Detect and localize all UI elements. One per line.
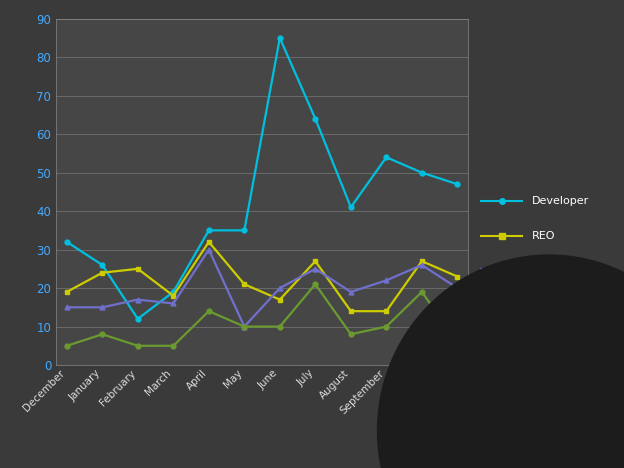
REO bbox=[311, 258, 319, 264]
Short Sale bbox=[134, 343, 142, 349]
Resale bbox=[134, 297, 142, 302]
Text: Developer: Developer bbox=[532, 197, 589, 206]
Resale bbox=[418, 262, 426, 268]
Short Sale bbox=[311, 281, 319, 287]
Developer bbox=[170, 289, 177, 295]
Developer bbox=[347, 205, 354, 210]
Developer bbox=[63, 239, 71, 245]
REO bbox=[241, 281, 248, 287]
Short Sale bbox=[347, 331, 354, 337]
Text: Short Sale: Short Sale bbox=[532, 298, 590, 308]
Developer bbox=[134, 316, 142, 322]
Short Sale bbox=[454, 339, 461, 345]
REO bbox=[63, 289, 71, 295]
Resale bbox=[241, 324, 248, 329]
REO bbox=[134, 266, 142, 271]
Developer bbox=[241, 227, 248, 233]
Developer bbox=[454, 182, 461, 187]
Line: Developer: Developer bbox=[64, 36, 460, 322]
Line: Resale: Resale bbox=[64, 247, 460, 329]
Developer bbox=[383, 154, 390, 160]
Resale bbox=[63, 305, 71, 310]
Developer bbox=[276, 35, 283, 41]
Short Sale bbox=[99, 331, 106, 337]
Line: REO: REO bbox=[64, 240, 460, 314]
Resale bbox=[99, 305, 106, 310]
Resale bbox=[170, 300, 177, 306]
REO bbox=[205, 239, 213, 245]
Developer bbox=[311, 116, 319, 122]
Resale bbox=[276, 285, 283, 291]
Short Sale bbox=[418, 289, 426, 295]
Resale bbox=[205, 247, 213, 252]
Resale bbox=[383, 278, 390, 283]
Text: REO: REO bbox=[532, 231, 555, 241]
REO bbox=[383, 308, 390, 314]
Short Sale bbox=[383, 324, 390, 329]
REO bbox=[276, 297, 283, 302]
REO bbox=[418, 258, 426, 264]
Resale bbox=[311, 266, 319, 271]
Line: Short Sale: Short Sale bbox=[64, 282, 460, 348]
Resale bbox=[347, 289, 354, 295]
Text: Resale: Resale bbox=[532, 264, 568, 274]
REO bbox=[99, 270, 106, 276]
Developer bbox=[418, 170, 426, 176]
Developer bbox=[99, 262, 106, 268]
Short Sale bbox=[276, 324, 283, 329]
Resale bbox=[454, 285, 461, 291]
Short Sale bbox=[170, 343, 177, 349]
Short Sale bbox=[63, 343, 71, 349]
Short Sale bbox=[205, 308, 213, 314]
REO bbox=[454, 274, 461, 279]
REO bbox=[170, 293, 177, 299]
Developer bbox=[205, 227, 213, 233]
Short Sale bbox=[241, 324, 248, 329]
REO bbox=[347, 308, 354, 314]
